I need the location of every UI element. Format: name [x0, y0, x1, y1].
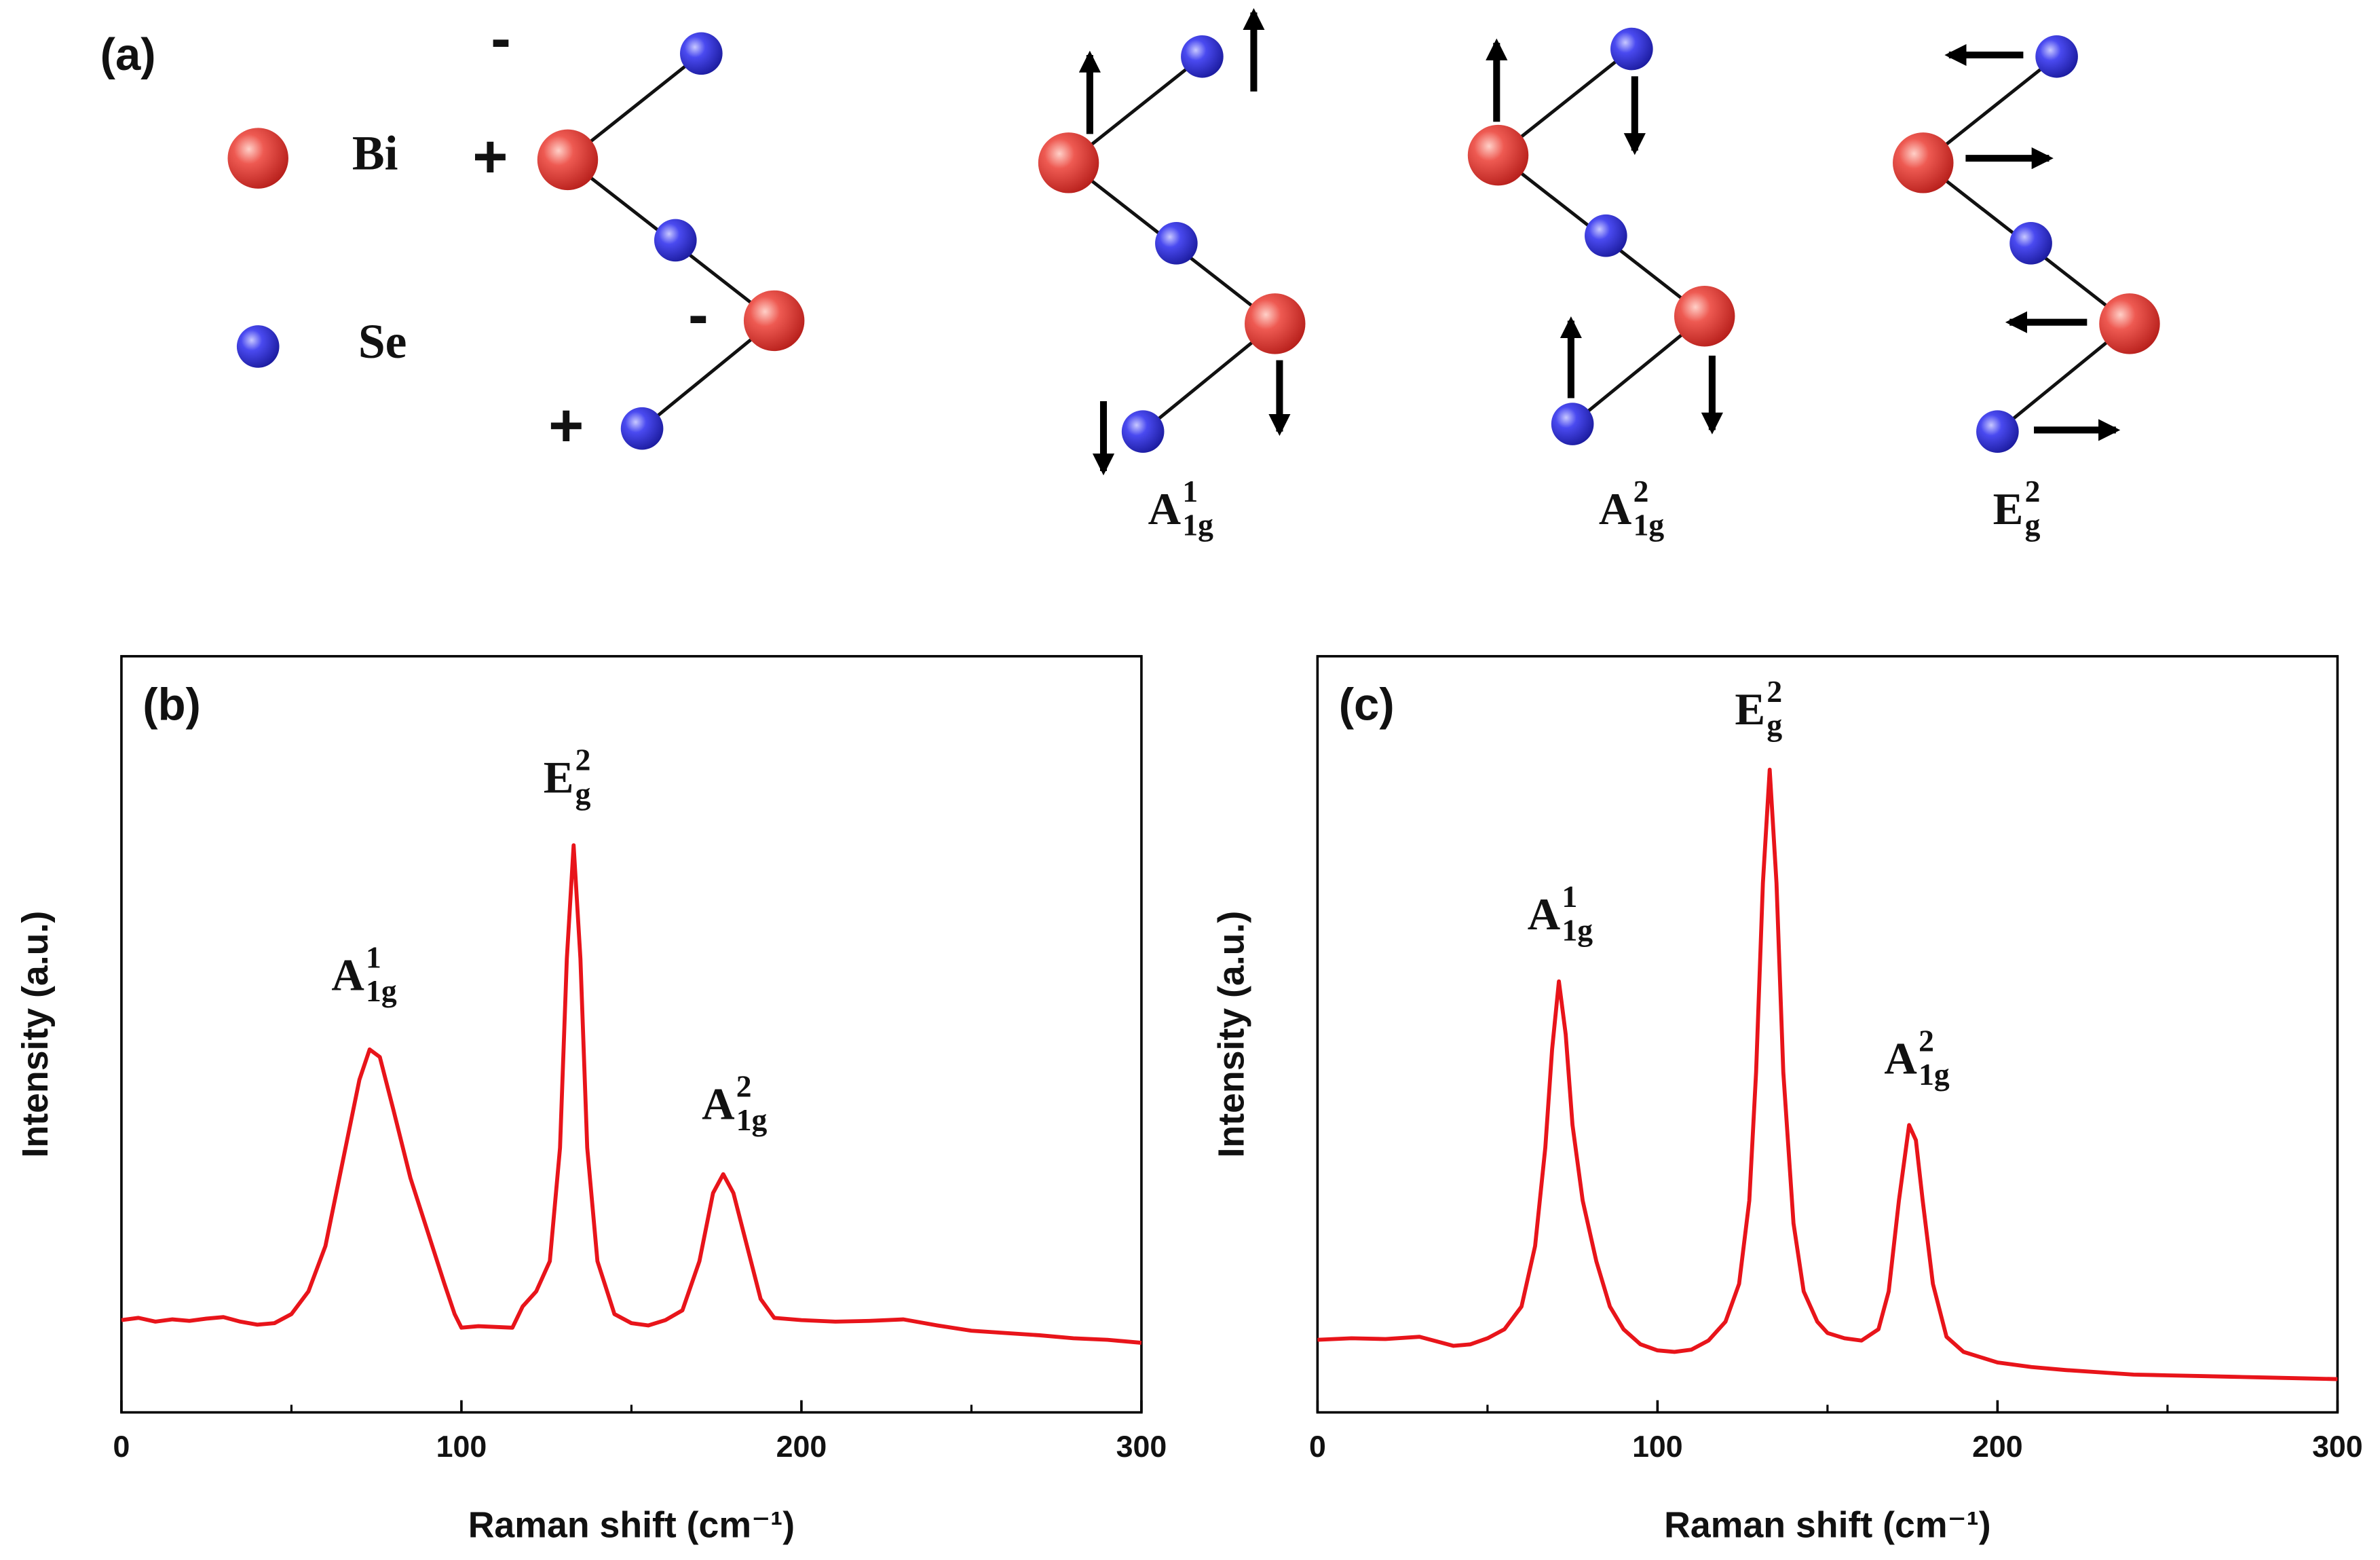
- y-axis-label: Intensity (a.u.): [15, 911, 56, 1158]
- mode-label-base: A: [1599, 483, 1631, 534]
- mode-label-sub: g: [2025, 507, 2041, 542]
- mode-label-sub: 1g: [1633, 507, 1665, 542]
- x-tick-label: 0: [113, 1430, 130, 1464]
- mode-label-base: A: [1148, 483, 1181, 534]
- mode-label-base: E: [1993, 483, 2024, 534]
- se-atom: [1181, 35, 1224, 78]
- se-atom: [654, 219, 697, 262]
- plot-frame: [120, 654, 1143, 1414]
- mode-label-sup: 2: [1633, 474, 1649, 508]
- charge: -: [491, 4, 511, 72]
- spectrum-line: [121, 843, 1142, 1345]
- legend-label: Se: [358, 315, 407, 369]
- charge: +: [472, 122, 508, 190]
- bi-atom: [743, 290, 805, 352]
- bi-atom: [2099, 293, 2160, 354]
- se-atom: [2035, 35, 2078, 78]
- diagram: (a) Bi Se - + - +: [100, 4, 2160, 476]
- se-atom: [2009, 222, 2052, 265]
- x-axis-label: Raman shift (cm⁻¹): [1664, 1505, 1990, 1546]
- mode-label-base: A: [1884, 1033, 1916, 1084]
- x-tick-label: 300: [2312, 1430, 2363, 1464]
- legend-label: Bi: [352, 127, 398, 181]
- panel-label: (c): [1339, 679, 1395, 730]
- mode-label-sup: 2: [736, 1069, 752, 1104]
- mode-label-sup: 2: [1767, 674, 1782, 709]
- mode-label-base: A: [702, 1079, 734, 1130]
- mode-label-sup: 1: [1562, 879, 1577, 914]
- spectrum-line: [1317, 767, 2338, 1381]
- se-atom: [1121, 410, 1165, 453]
- se-atom: [1976, 410, 2019, 453]
- se-atom: [1585, 214, 1627, 257]
- se-atom: [620, 407, 664, 450]
- x-tick-label: 200: [1972, 1430, 2023, 1464]
- mode-label-sub: g: [575, 776, 591, 811]
- se-atom: [680, 32, 723, 75]
- charge: -: [688, 280, 709, 348]
- mode-label-sub: 1g: [736, 1102, 768, 1137]
- mode-label-sub: 1g: [1919, 1057, 1950, 1092]
- plot-frame: [1316, 654, 2339, 1414]
- bi-atom: [1038, 132, 1099, 193]
- mode-label-sub: 1g: [366, 973, 397, 1008]
- x-tick-label: 300: [1116, 1430, 1167, 1464]
- bi-atom: [1245, 293, 1306, 354]
- x-tick-label: 100: [1632, 1430, 1683, 1464]
- mode-label-sup: 2: [575, 743, 591, 777]
- y-axis-label: Intensity (a.u.): [1211, 911, 1252, 1158]
- se-atom: [1551, 403, 1594, 445]
- mode-label-sub: 1g: [1182, 507, 1213, 542]
- mode-label-base: A: [1528, 889, 1560, 940]
- legend-se-atom: [236, 325, 280, 368]
- mode-label-base: E: [544, 752, 574, 803]
- panel-label: (b): [143, 679, 201, 730]
- mode-label-sup: 1: [1182, 474, 1198, 508]
- bi-atom: [1674, 285, 1735, 347]
- charge: +: [548, 391, 584, 459]
- se-atom: [1610, 27, 1653, 71]
- se-atom: [1155, 222, 1198, 265]
- mode-label-sup: 1: [366, 940, 381, 974]
- mode-label-sub: 1g: [1562, 913, 1593, 948]
- mode-label-sup: 2: [1919, 1023, 1934, 1058]
- mode-label-sup: 2: [2025, 474, 2041, 508]
- bi-atom: [1893, 132, 1954, 193]
- legend-bi-atom: [227, 128, 288, 189]
- bi-atom: [1467, 124, 1529, 186]
- panel-label: (a): [100, 29, 156, 80]
- mode-label-sub: g: [1767, 708, 1782, 743]
- bi-atom: [537, 129, 599, 191]
- x-tick-label: 100: [436, 1430, 487, 1464]
- x-tick-label: 0: [1309, 1430, 1326, 1464]
- mode-label-base: A: [331, 950, 364, 1001]
- x-tick-label: 200: [776, 1430, 827, 1464]
- x-axis-label: Raman shift (cm⁻¹): [468, 1505, 795, 1546]
- mode-label-base: E: [1735, 684, 1765, 735]
